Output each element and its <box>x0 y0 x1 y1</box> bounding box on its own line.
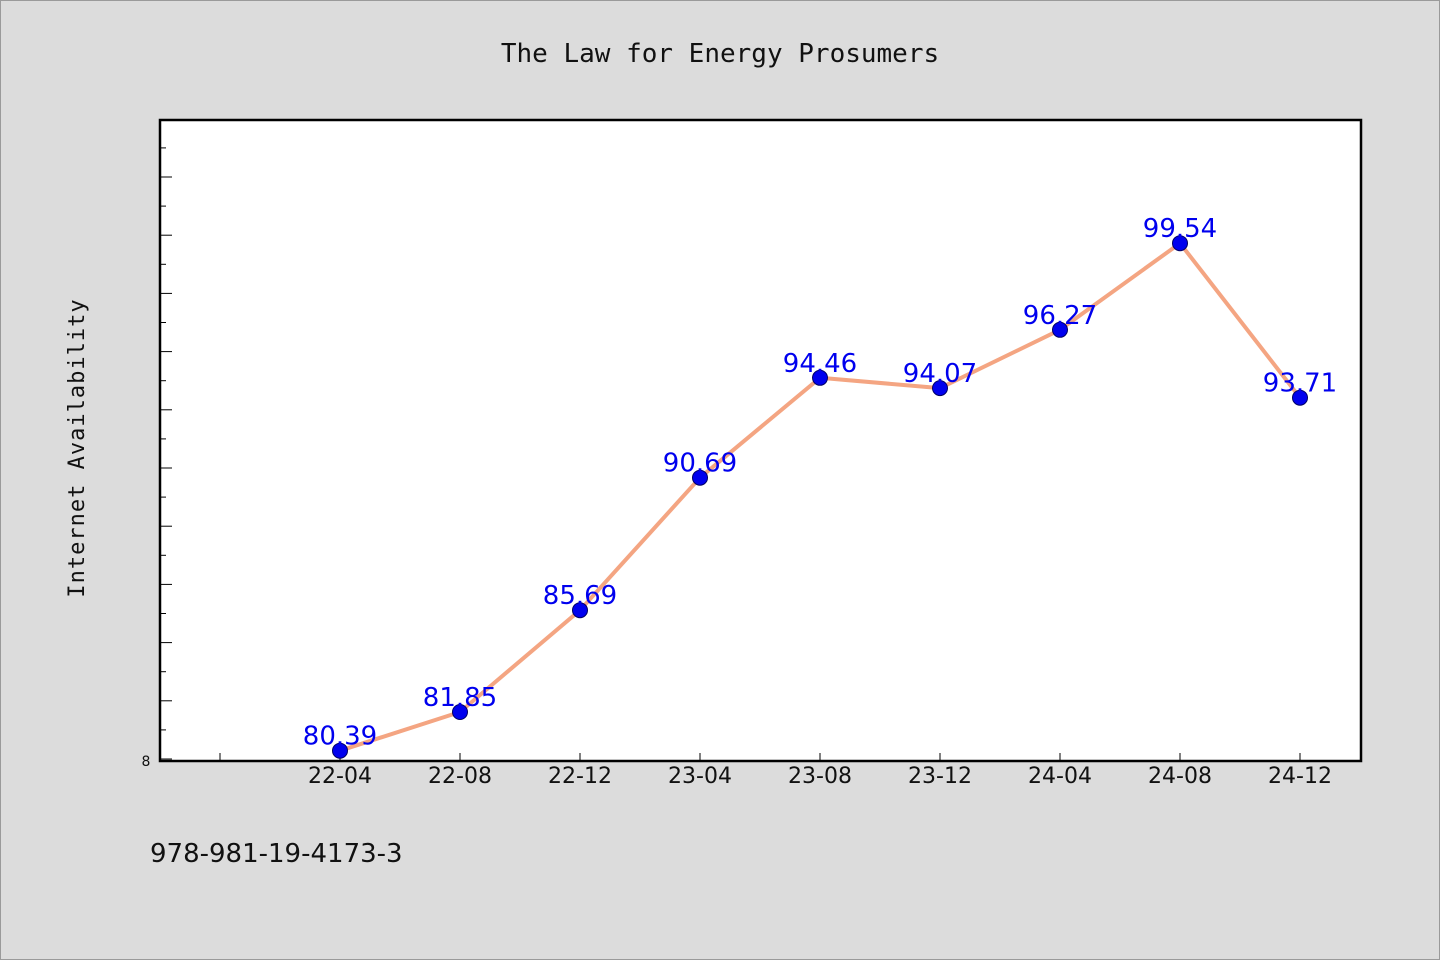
data-point <box>332 742 348 759</box>
chart-title: The Law for Energy Prosumers <box>501 39 939 69</box>
series-markers <box>332 235 1308 759</box>
data-label: 80.39 <box>303 722 377 752</box>
x-axis-tick-labels: 22-04 22-08 22-12 23-04 23-08 23-12 24-04 24-08… <box>308 764 1332 789</box>
x-tick-label: 23-12 <box>908 764 972 789</box>
x-tick-label: 22-08 <box>428 764 492 789</box>
data-point <box>1292 389 1308 406</box>
y-axis-label: Internet Availability <box>65 298 90 597</box>
data-label: 96.27 <box>1023 301 1097 331</box>
data-point <box>1172 235 1188 252</box>
data-label: 94.46 <box>783 349 857 379</box>
data-label: 99.54 <box>1143 214 1217 244</box>
data-point <box>812 369 828 386</box>
y-axis-ticks <box>160 147 172 760</box>
data-point <box>692 469 708 486</box>
footer-isbn: 978-981-19-4173-3 <box>150 839 403 869</box>
x-tick-label: 23-08 <box>788 764 852 789</box>
data-point <box>932 380 948 397</box>
plot-area <box>158 118 1363 763</box>
data-point <box>572 602 588 619</box>
x-tick-label: 24-08 <box>1148 764 1212 789</box>
data-label: 94.07 <box>903 359 977 389</box>
x-tick-label: 24-04 <box>1028 764 1092 789</box>
data-point <box>452 704 468 720</box>
data-label: 85.69 <box>543 581 617 611</box>
data-label: 93.71 <box>1263 369 1337 399</box>
x-tick-label: 22-12 <box>548 764 612 789</box>
x-tick-label: 22-04 <box>308 764 372 789</box>
y-tick-label: 8 <box>142 754 151 770</box>
x-tick-label: 23-04 <box>668 764 732 789</box>
data-label: 81.85 <box>423 683 497 713</box>
x-tick-label: 24-12 <box>1268 764 1332 789</box>
series-data-labels: 80.39 81.85 85.69 90.69 94.46 94.07 96.27 99.54… <box>303 214 1337 752</box>
data-label: 90.69 <box>663 449 737 479</box>
data-point <box>1052 321 1068 338</box>
